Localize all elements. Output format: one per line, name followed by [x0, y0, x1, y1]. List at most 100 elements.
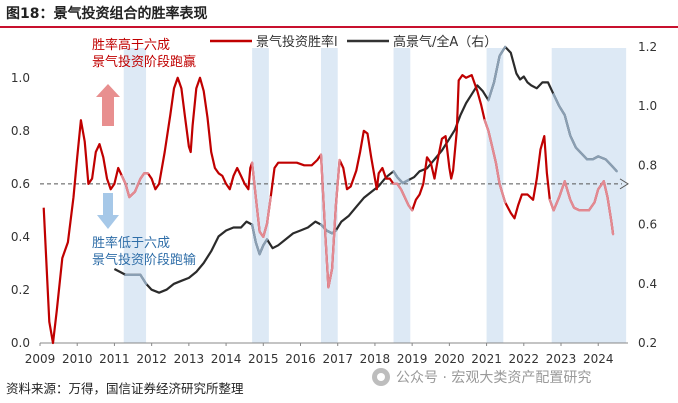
x-tick-label: 2015	[248, 352, 279, 366]
ratio-series-shaded-segment	[574, 146, 583, 155]
shaded-period	[486, 48, 504, 343]
x-tick-label: 2022	[509, 352, 540, 366]
annotation-below-line2: 景气投资阶段跑输	[92, 252, 196, 268]
right-tick-label: 0.4	[638, 277, 657, 291]
left-tick-label: 1.0	[11, 71, 30, 85]
x-tick-label: 2020	[434, 352, 465, 366]
ratio-series-shaded-segment	[558, 104, 566, 117]
ratio-series-shaded-segment	[569, 134, 578, 149]
ratio-series-shaded-segment	[552, 93, 561, 108]
ratio-series-shaded-segment	[258, 244, 265, 256]
source-note: 资料来源：万得，国信证券经济研究所整理	[6, 381, 244, 396]
win-rate-series-shaded-segment	[265, 196, 272, 225]
win-rate-series-shaded-segment	[558, 180, 566, 199]
ratio-series-shaded-segment	[498, 45, 507, 57]
ratio-series-shaded-segment	[610, 164, 618, 173]
reference-arrow	[619, 178, 629, 190]
up-arrow-icon	[96, 84, 120, 126]
right-tick-label: 0.6	[638, 218, 657, 232]
x-tick-label: 2009	[25, 352, 56, 366]
win-rate-series-shaded-segment	[327, 267, 334, 289]
win-rate-series-shaded-segment	[254, 196, 261, 233]
win-rate-series-shaded-segment	[407, 204, 414, 212]
shaded-period	[252, 48, 269, 343]
win-rate-series-shaded-segment	[319, 153, 326, 225]
title-bar: 图18：景气投资组合的胜率表现	[0, 0, 678, 28]
x-tick-label: 2013	[174, 352, 205, 366]
left-tick-label: 0.8	[11, 124, 30, 138]
right-tick-label: 1.2	[638, 40, 657, 54]
legend-label-win: 景气投资胜率l	[256, 34, 338, 50]
left-tick-label: 0.2	[11, 283, 30, 297]
ratio-series-line	[113, 45, 618, 294]
ratio-series-shaded-segment	[139, 273, 148, 285]
win-rate-series-shaded-segment	[128, 190, 136, 199]
ratio-series-shaded-segment	[262, 238, 269, 247]
left-tick-label: 0.0	[11, 336, 30, 350]
annotation-below-line1: 胜率低于六成	[92, 235, 170, 251]
win-rate-series-shaded-segment	[403, 196, 410, 207]
wechat-icon	[372, 368, 390, 386]
win-rate-series-shaded-segment	[587, 201, 596, 212]
ratio-series-shaded-segment	[597, 155, 607, 161]
x-tick-label: 2016	[285, 352, 316, 366]
right-tick-label: 1.0	[638, 99, 657, 113]
x-tick-label: 2012	[136, 352, 167, 366]
chart-title: 图18：景气投资组合的胜率表现	[6, 6, 208, 22]
win-rate-series-shaded-segment	[399, 188, 406, 199]
win-rate-series-shaded-segment	[487, 129, 494, 148]
win-rate-series-shaded-segment	[483, 119, 490, 132]
win-rate-series-shaded-segment	[597, 180, 605, 191]
ratio-series-shaded-segment	[401, 179, 410, 185]
win-rate-series-shaded-segment	[494, 161, 501, 185]
shaded-period	[123, 48, 147, 343]
ratio-series-shaded-segment	[254, 241, 261, 256]
x-tick-label: 2011	[99, 352, 130, 366]
ratio-series-shaded-segment	[604, 158, 613, 167]
win-rate-series-shaded-segment	[323, 222, 330, 289]
x-tick-label: 2021	[471, 352, 502, 366]
left-tick-label: 0.6	[11, 177, 30, 191]
win-rate-series-shaded-segment	[120, 174, 127, 185]
win-rate-series-shaded-segment	[563, 180, 572, 201]
win-rate-series-shaded-segment	[124, 182, 131, 199]
annotation-above-line2: 景气投资阶段跑赢	[92, 54, 196, 70]
left-tick-label: 0.4	[11, 230, 30, 244]
watermark-text: 公众号 · 宏观大类资产配置研究	[396, 370, 592, 386]
annotation-above-line1: 胜率高于六成	[92, 37, 170, 53]
right-tick-label: 0.8	[638, 158, 657, 172]
x-tick-label: 2017	[322, 352, 353, 366]
ratio-series-shaded-segment	[392, 170, 399, 179]
shaded-period	[320, 48, 338, 343]
win-rate-series-shaded-segment	[606, 196, 613, 223]
win-rate-series-shaded-segment	[548, 198, 555, 212]
win-rate-series-shaded-segment	[334, 158, 341, 207]
win-rate-series-shaded-segment	[251, 161, 257, 199]
ratio-series-shaded-segment	[487, 81, 496, 102]
x-tick-label: 2014	[211, 352, 242, 366]
win-rate-series-shaded-segment	[593, 188, 600, 204]
x-tick-label: 2023	[546, 352, 577, 366]
x-tick-label: 2024	[583, 352, 614, 366]
win-rate-series-shaded-segment	[262, 222, 269, 238]
win-rate-series-shaded-segment	[491, 145, 497, 164]
x-tick-label: 2018	[360, 352, 391, 366]
win-rate-series-shaded-segment	[569, 198, 576, 209]
win-rate-series-shaded-segment	[602, 180, 609, 199]
win-rate-series-shaded-segment	[331, 204, 337, 270]
win-rate-series-shaded-segment	[133, 177, 142, 193]
watermark: 公众号 · 宏观大类资产配置研究	[372, 367, 591, 387]
shaded-period	[393, 48, 411, 343]
x-tick-label: 2019	[397, 352, 428, 366]
shaded-period	[551, 48, 627, 343]
x-tick-label: 2010	[62, 352, 93, 366]
win-rate-series-shaded-segment	[498, 182, 507, 204]
legend-label-ratio: 高景气/全A（右）	[393, 34, 497, 50]
ratio-series-shaded-segment	[580, 152, 589, 161]
ratio-series-shaded-segment	[251, 223, 257, 244]
win-rate-series-shaded-segment	[610, 219, 615, 236]
win-rate-series-shaded-segment	[552, 196, 561, 212]
ratio-series-shaded-segment	[492, 54, 501, 84]
ratio-series-shaded-segment	[396, 176, 404, 185]
